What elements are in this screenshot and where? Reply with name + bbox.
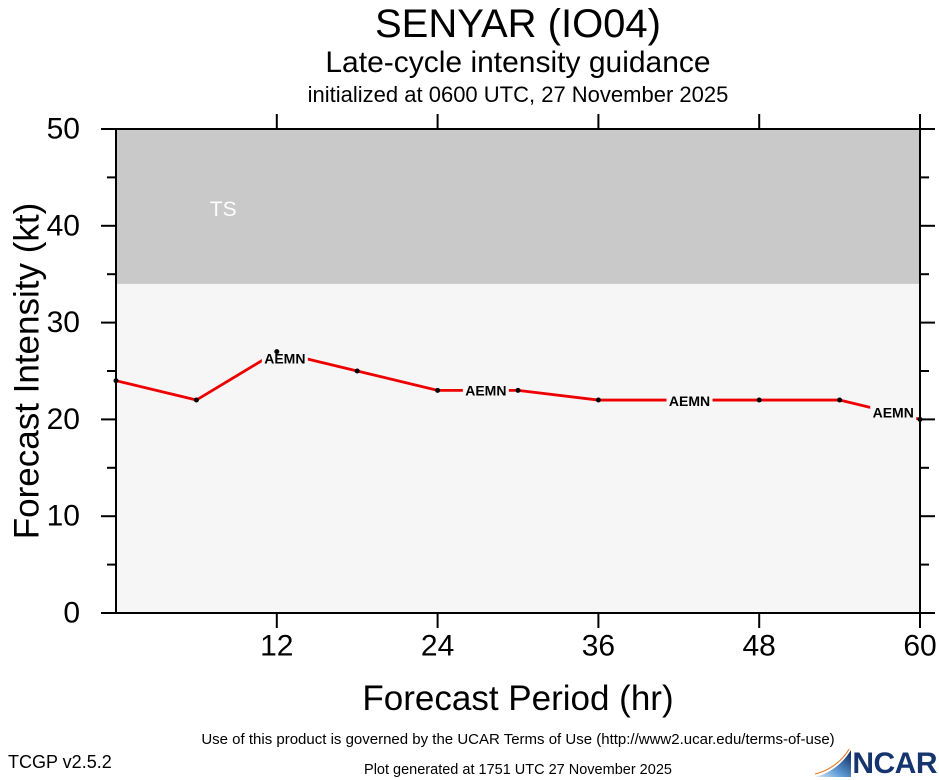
data-point-marker <box>756 397 762 403</box>
y-tick-label: 10 <box>47 500 80 533</box>
ncar-logo: NCAR <box>814 747 937 780</box>
plot-generated-text: Plot generated at 1751 UTC 27 November 2… <box>364 762 672 778</box>
model-label-backing <box>870 404 917 421</box>
data-point-marker <box>113 378 119 384</box>
init-time-line: initialized at 0600 UTC, 27 November 202… <box>307 82 729 107</box>
x-tick-label: 48 <box>743 630 776 663</box>
ts-category-band <box>116 129 920 284</box>
plot-border <box>115 128 921 614</box>
ncar-logo-text: NCAR <box>852 747 937 780</box>
model-label-backing <box>666 393 713 410</box>
x-tick-label: 36 <box>582 630 615 663</box>
model-label-backing <box>462 382 509 399</box>
model-label: AEMN <box>873 405 914 421</box>
data-point-marker <box>274 349 280 355</box>
x-tick-label: 60 <box>903 630 936 663</box>
x-tick-label: 24 <box>421 630 454 663</box>
data-point-marker <box>837 397 843 403</box>
y-tick-label: 20 <box>47 403 80 436</box>
data-point-marker <box>193 397 199 403</box>
terms-of-use-text: Use of this product is governed by the U… <box>201 731 835 748</box>
y-tick-label: 30 <box>47 306 80 339</box>
tcgp-version-text: TCGP v2.5.2 <box>8 752 112 772</box>
x-axis-title: Forecast Period (hr) <box>362 679 673 718</box>
data-point-marker <box>435 387 441 393</box>
y-tick-label: 50 <box>47 113 80 146</box>
ts-band-label: TS <box>210 198 237 221</box>
data-point-marker <box>515 387 521 393</box>
data-point-marker <box>354 368 360 374</box>
model-label: AEMN <box>264 350 305 366</box>
ncar-swoosh-icon <box>815 749 852 777</box>
y-tick-label: 0 <box>63 597 80 630</box>
data-point-marker <box>917 416 923 422</box>
model-label: AEMN <box>669 393 710 409</box>
y-axis-title: Forecast Intensity (kt) <box>8 203 47 539</box>
data-point-marker <box>595 397 601 403</box>
plot-subtitle: Late-cycle intensity guidance <box>325 46 711 79</box>
model-label-backing <box>261 350 308 367</box>
y-tick-label: 40 <box>47 209 80 242</box>
model-label: AEMN <box>465 382 506 398</box>
storm-title: SENYAR (IO04) <box>375 2 661 46</box>
x-tick-label: 12 <box>260 630 293 663</box>
